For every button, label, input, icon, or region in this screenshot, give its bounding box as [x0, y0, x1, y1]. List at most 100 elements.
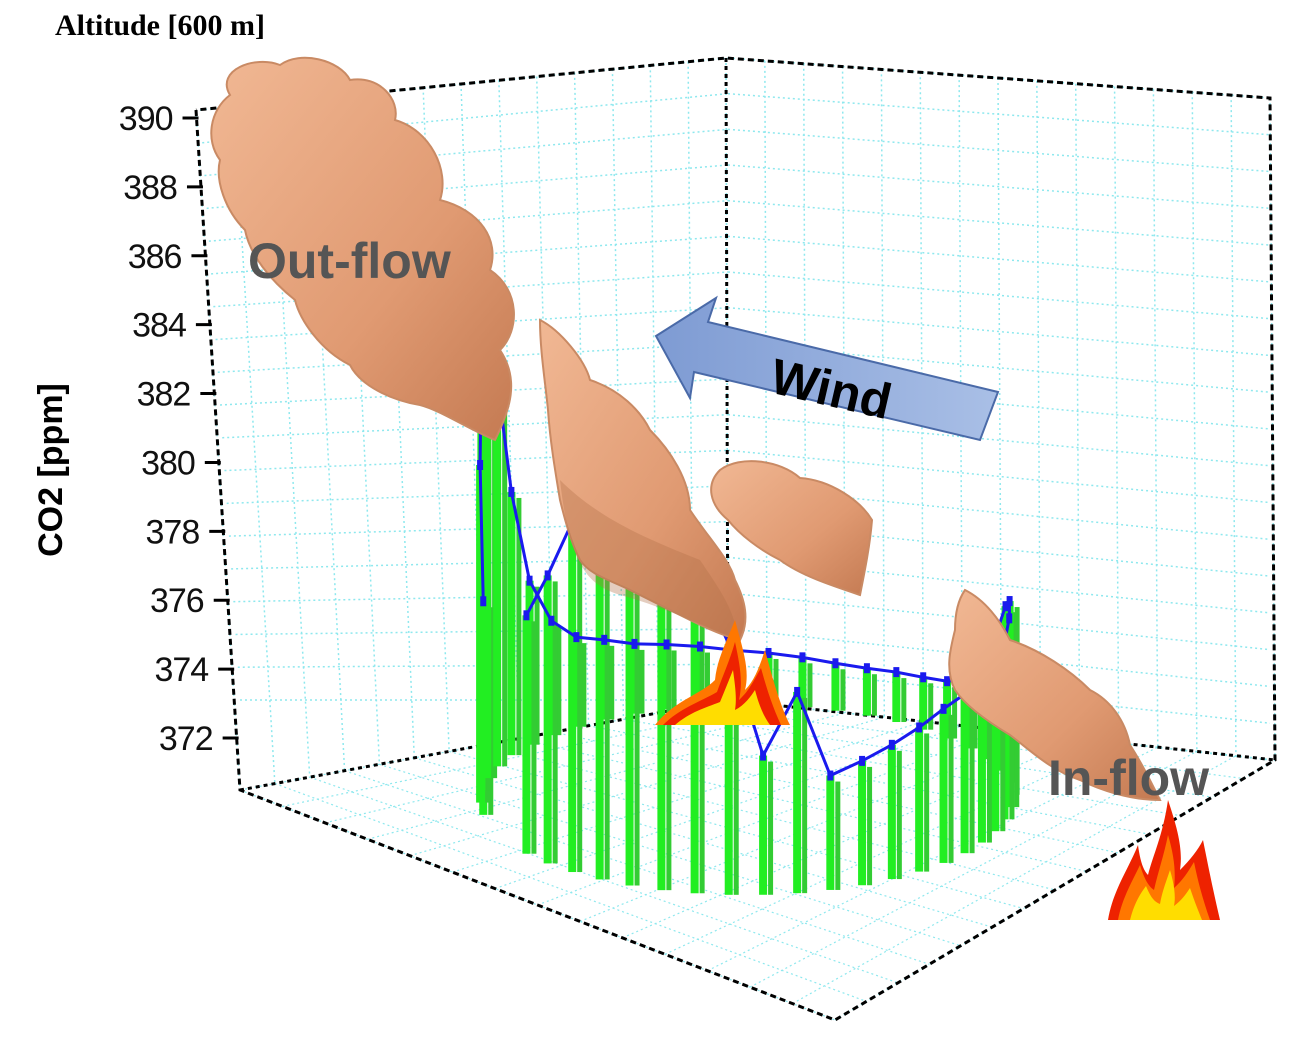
co2-trace-point — [631, 638, 638, 649]
y-tick-label: 388 — [123, 169, 177, 207]
y-tick-label: 384 — [132, 307, 186, 345]
co2-trace-point — [944, 676, 951, 687]
co2-bar-shade — [896, 750, 902, 880]
co2-bar — [793, 691, 802, 894]
co2-bar-shade — [835, 781, 841, 890]
co2-bar — [507, 491, 516, 756]
co2-trace-point — [765, 647, 772, 658]
inflow-plume — [948, 588, 1162, 802]
co2-bar — [991, 662, 1000, 832]
co2-bar-shade — [802, 697, 808, 894]
co2-trace-point — [544, 570, 551, 581]
co2-trace-point — [1006, 613, 1013, 624]
co2-trace-point — [573, 632, 580, 643]
co2-trace-point — [523, 610, 530, 621]
outflow-label: Out-flow — [248, 233, 451, 289]
co2-bar — [887, 744, 896, 880]
co2-bar-shade — [948, 714, 954, 863]
co2-bar — [798, 657, 807, 708]
co2-trace-point — [1006, 596, 1013, 607]
co2-bar-shade — [924, 733, 930, 872]
co2-bar-shade — [901, 678, 907, 723]
middle-plume — [710, 460, 874, 597]
co2-bar — [690, 568, 699, 894]
y-tick-label: 374 — [154, 651, 208, 689]
co2-trace-point — [827, 770, 834, 781]
co2-trace-point — [663, 639, 670, 650]
co2-bar — [724, 644, 733, 895]
co2-bar-shade — [609, 645, 615, 720]
wind-label: Wind — [766, 348, 897, 430]
y-tick-labels: 390 388 386 384 382 380 378 376 374 372 — [119, 100, 239, 758]
fire-icon — [1108, 800, 1220, 920]
co2-bar-shade — [871, 674, 877, 716]
co2-bar — [483, 316, 492, 779]
co2-trace-point — [893, 667, 900, 678]
co2-bar — [862, 668, 871, 716]
y-tick-label: 378 — [146, 513, 200, 551]
co2-bar-shade — [556, 626, 562, 736]
co2-bar-shade — [807, 663, 813, 708]
y-tick-label: 372 — [159, 720, 213, 758]
inflow-label: In-flow — [1048, 750, 1209, 806]
co2-trace-point — [480, 596, 487, 607]
co2-trace-point — [794, 686, 801, 697]
y-tick-label: 380 — [141, 444, 195, 482]
co2-bar-shade — [577, 528, 583, 873]
co2-bar — [915, 727, 924, 872]
co2-trace-point — [508, 486, 515, 497]
co2-bar-shade — [840, 669, 846, 711]
co2-bar — [858, 760, 867, 886]
co2-bar-shade — [634, 442, 640, 886]
y-tick-label: 386 — [128, 238, 182, 276]
chart-title: Altitude [600 m] — [55, 9, 265, 42]
co2-bar — [600, 639, 609, 720]
co2-bar-shade — [666, 508, 672, 891]
co2-bar-shade — [867, 766, 873, 886]
co2-bar-shade — [768, 761, 774, 895]
co2-trace-point — [920, 672, 927, 683]
co2-trace-point — [760, 750, 767, 761]
co2-bar-shade — [531, 621, 537, 854]
co2-bar — [572, 637, 581, 727]
co2-bar-shade — [972, 684, 978, 749]
co2-bar — [625, 436, 634, 886]
co2-bar — [595, 467, 604, 880]
co2-bar-shade — [733, 650, 739, 895]
co2-bar — [831, 663, 840, 711]
co2-bar-shade — [773, 658, 779, 706]
co2-trace-point — [832, 658, 839, 669]
co2-bar-shade — [952, 687, 958, 739]
co2-bar-shade — [969, 700, 975, 854]
co2-bar — [960, 694, 969, 854]
wind-arrow-icon: Wind — [654, 295, 1000, 442]
y-tick-label: 376 — [150, 582, 204, 620]
co2-bar — [759, 755, 768, 895]
co2-bar — [522, 615, 531, 854]
co2-trace-point — [548, 615, 555, 626]
co2-bar — [568, 522, 577, 873]
co2-bar-shade — [704, 652, 710, 707]
co2-bar — [543, 575, 552, 864]
co2-trace-point — [1002, 601, 1009, 612]
co2-bar-shade — [639, 649, 645, 714]
co2-bar — [977, 678, 986, 843]
co2-bar — [939, 708, 948, 863]
co2-bar-shade — [671, 650, 677, 710]
co2-trace-point — [601, 634, 608, 645]
co2-bar-shade — [502, 385, 508, 767]
outflow-plume — [210, 56, 747, 642]
co2-bar — [919, 677, 928, 730]
co2-trace-point — [859, 755, 866, 766]
co2-bar-shade — [986, 684, 992, 843]
co2-trace-point — [863, 663, 870, 674]
co2-bar — [892, 672, 901, 723]
co2-trace-point — [799, 652, 806, 663]
co2-bar — [630, 643, 639, 714]
co2-bar-shade — [604, 473, 610, 880]
y-tick-label: 382 — [137, 376, 191, 414]
co2-bar — [493, 379, 502, 767]
y-axis-label: CO2 [ppm] — [32, 383, 70, 557]
co2-bar-shade — [1000, 668, 1006, 832]
